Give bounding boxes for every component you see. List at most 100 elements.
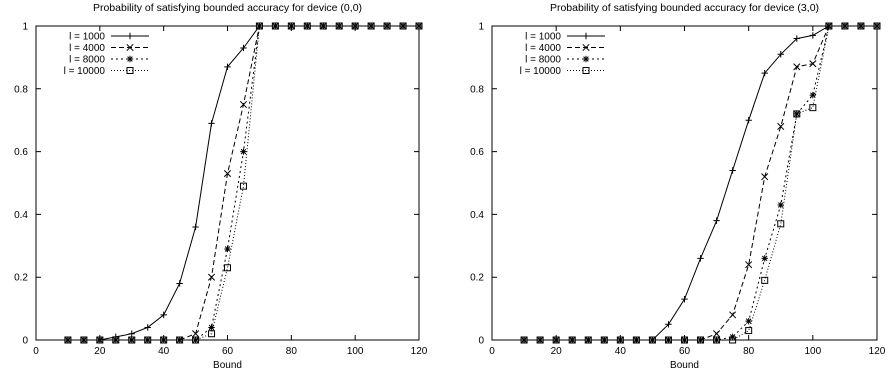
data-point [336,22,343,30]
data-point [793,110,800,118]
data-point [351,22,359,30]
chart-panel-0: Probability of satisfying bounded accura… [14,2,428,371]
data-point [697,336,704,344]
data-point [367,22,375,30]
data-point [729,311,737,319]
series-0: l = 1000 [520,22,881,344]
data-point [745,327,753,335]
data-point [745,117,752,124]
data-point [144,336,151,344]
chart-title: Probability of satisfying bounded accura… [550,2,819,14]
data-point [160,336,167,344]
data-point [761,276,769,284]
series-line [524,25,877,341]
data-point [80,336,88,344]
x-tick-label: 20 [94,346,106,357]
x-axis-label: Bound [670,360,699,371]
data-point [632,336,640,344]
series-2: l = 8000 [520,22,881,344]
data-point [192,336,200,344]
data-point [857,22,865,30]
x-axis-label: Bound [213,360,242,371]
data-point [319,22,327,30]
data-point [665,321,672,328]
data-point [664,336,672,344]
y-tick-label: 0 [478,336,484,347]
y-tick-label: 0.8 [470,84,484,95]
data-point [633,336,640,344]
data-point [271,22,279,30]
data-point [272,22,279,30]
series-3: l = 10000 [64,22,423,344]
data-point [809,104,817,112]
y-tick-label: 0 [22,336,28,347]
data-point [160,336,168,344]
data-point [176,280,183,287]
data-point [144,336,152,344]
data-point [616,336,624,344]
series-line [524,25,877,341]
data-point [112,336,119,344]
data-point [399,22,407,30]
data-point [144,324,151,331]
data-point [208,330,216,338]
data-point [383,22,391,30]
legend-marker [582,67,590,74]
data-point [601,336,608,344]
data-point [224,245,231,253]
x-tick-label: 80 [743,346,755,357]
chart-title: Probability of satisfying bounded accura… [93,2,362,14]
legend-marker [126,55,134,63]
data-point [713,217,720,224]
data-point [415,22,423,30]
chart-panel-1: Probability of satisfying bounded accura… [470,2,886,371]
data-point [729,336,737,344]
data-point [239,182,247,190]
data-point [777,220,785,228]
data-point [713,330,721,338]
data-point [649,336,656,344]
data-point [841,22,849,30]
data-point [761,173,769,181]
series-line [524,25,877,341]
legend-marker [126,32,134,40]
legend-label: l = 4000 [525,43,561,54]
data-point [681,336,688,344]
data-point [287,22,295,30]
data-point [873,22,881,30]
data-point [809,60,817,68]
data-point [713,336,721,344]
x-tick-label: 20 [551,346,563,357]
data-point [96,336,104,344]
data-point [568,336,576,344]
legend-label: l = 10000 [520,66,562,77]
data-point [536,336,544,344]
data-point [777,51,784,58]
y-tick-label: 0.4 [14,210,28,221]
x-tick-label: 0 [489,346,495,357]
data-point [335,22,343,30]
x-tick-label: 60 [222,346,234,357]
legend-marker [582,43,590,52]
data-point [825,22,833,30]
data-point [761,255,768,262]
data-point [207,273,216,281]
data-point [809,32,817,39]
data-point [160,311,167,319]
data-point [697,336,705,344]
series-1: l = 4000 [520,22,881,344]
data-point [841,22,849,30]
data-point [520,336,528,344]
legend-label: l = 10000 [64,66,106,77]
data-point [745,317,752,325]
data-point [777,122,785,131]
legend-label: l = 8000 [525,55,561,66]
data-point [415,22,423,30]
data-point [367,22,375,30]
data-point [552,336,560,344]
data-point [697,255,704,262]
data-point [96,336,104,344]
data-point [128,336,136,344]
legend-label: l = 8000 [69,55,105,66]
